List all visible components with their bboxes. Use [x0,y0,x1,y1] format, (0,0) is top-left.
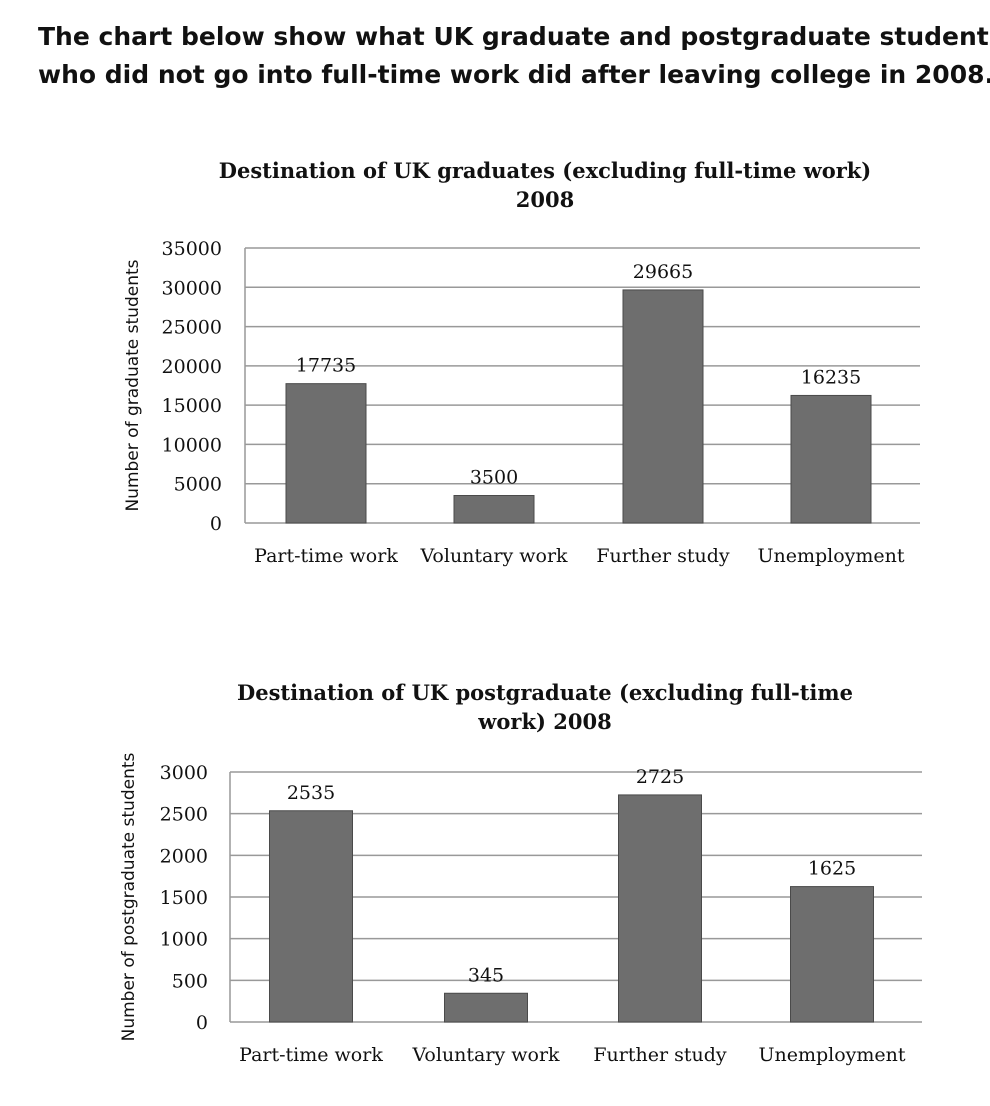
x-tick-label: Voluntary work [419,545,568,567]
y-tick-label: 1000 [160,929,208,951]
x-tick-label: Voluntary work [411,1044,560,1066]
data-label: 345 [468,964,504,986]
chart-title-line: work) 2008 [477,709,611,734]
x-tick-label: Further study [596,545,730,567]
intro-line-2: who did not go into full-time work did a… [38,60,990,89]
bar-further-study [618,794,702,1023]
y-tick-label: 2000 [160,845,208,867]
y-tick-label: 2500 [160,804,208,826]
data-label: 17735 [296,355,356,377]
chart-title-line: Destination of UK postgraduate (excludin… [237,680,853,705]
bar-voluntary-work [444,992,528,1023]
bar-further-study [622,289,704,524]
bar-voluntary-work [453,495,535,524]
data-label: 16235 [801,366,861,388]
bar-unemployment [790,886,874,1023]
x-tick-label: Part-time work [254,545,398,567]
intro-line-1: The chart below show what UK graduate an… [38,22,990,51]
x-tick-label: Further study [593,1044,727,1066]
data-label: 2535 [287,782,335,804]
intro-text: The chart below show what UK graduate an… [38,18,990,94]
data-label: 1625 [808,858,856,880]
y-tick-label: 5000 [174,474,222,496]
y-tick-label: 15000 [162,395,222,417]
data-label: 3500 [470,467,518,489]
bar-part-time-work [285,383,367,524]
x-tick-label: Part-time work [239,1044,383,1066]
y-axis-title: Number of postgraduate students [119,752,139,1041]
bar-part-time-work [269,810,353,1023]
y-tick-label: 25000 [162,317,222,339]
y-axis-title: Number of graduate students [123,259,143,511]
bar-unemployment [790,394,872,524]
chart-1: Destination of UK graduates (excluding f… [123,158,920,567]
y-tick-label: 10000 [162,434,222,456]
y-tick-label: 3000 [160,762,208,784]
y-tick-label: 500 [172,970,208,992]
x-tick-label: Unemployment [757,545,904,567]
y-tick-label: 35000 [162,238,222,260]
chart-title-line: 2008 [516,187,574,212]
y-tick-label: 1500 [160,887,208,909]
chart-title-line: Destination of UK graduates (excluding f… [219,158,872,183]
data-label: 2725 [636,766,684,788]
y-tick-label: 30000 [162,277,222,299]
x-tick-label: Unemployment [758,1044,905,1066]
data-label: 29665 [633,261,693,283]
y-tick-label: 0 [210,513,222,535]
chart-2: Destination of UK postgraduate (excludin… [119,680,922,1066]
y-tick-label: 20000 [162,356,222,378]
y-tick-label: 0 [196,1012,208,1034]
